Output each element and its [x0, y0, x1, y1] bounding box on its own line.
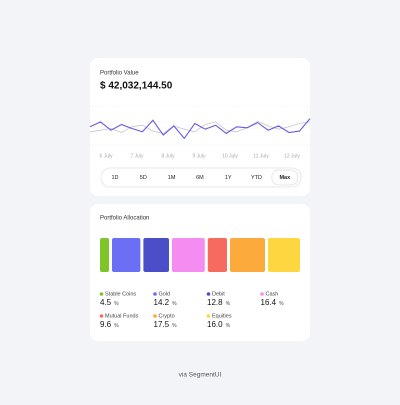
legend-dot	[206, 314, 211, 318]
allocation-bar	[172, 238, 205, 272]
legend-dot	[99, 292, 104, 296]
range-button[interactable]: 1Y	[225, 175, 232, 181]
legend-unit: %	[172, 301, 177, 307]
range-selected[interactable]	[271, 169, 299, 186]
footer: via SegmentUI	[179, 372, 222, 379]
card-title: Portfolio Value	[100, 71, 139, 77]
x-tick-label: 10 July	[222, 153, 238, 159]
legend-unit: %	[114, 301, 119, 307]
legend-value: 16.0	[207, 320, 223, 329]
legend-unit: %	[226, 323, 231, 329]
allocation-bar	[268, 238, 300, 272]
legend-value: 4.5	[100, 298, 112, 307]
allocation-bar	[100, 238, 109, 272]
allocation-bar	[112, 238, 141, 272]
legend-label: Debit	[212, 291, 225, 297]
legend-label: Gold	[159, 291, 171, 297]
x-tick-label: 6 July	[99, 153, 113, 159]
range-button[interactable]: Max	[279, 175, 291, 181]
legend-value: 17.5	[154, 320, 170, 329]
range-button[interactable]: 6M	[196, 175, 204, 181]
legend-dot	[206, 292, 211, 296]
legend-dot	[99, 314, 104, 318]
value-card	[90, 58, 310, 196]
legend-label: Stable Coins	[105, 291, 136, 297]
legend-dot	[153, 292, 157, 296]
x-tick-label: 11 July	[253, 153, 269, 159]
x-tick-label: 7 July	[130, 153, 144, 159]
allocation-card	[90, 204, 310, 341]
allocation-bar	[230, 238, 265, 272]
x-tick-label: 8 July	[161, 153, 175, 159]
legend-dot	[153, 314, 157, 318]
legend-dot	[260, 292, 264, 296]
legend-label: Cash	[266, 291, 279, 297]
amount: $ 42,032,144.50	[100, 81, 173, 92]
legend-value: 14.2	[154, 298, 170, 307]
x-tick-label: 12 July	[284, 153, 300, 159]
line-series	[89, 118, 311, 140]
legend-value: 9.6	[100, 320, 112, 329]
card-title: Portfolio Allocation	[100, 216, 149, 222]
x-tick-label: 9 July	[192, 153, 206, 159]
legend-unit: %	[172, 323, 177, 329]
range-button[interactable]: 1D	[111, 175, 118, 181]
legend-label: Crypto	[159, 313, 175, 319]
allocation-bar	[207, 238, 227, 272]
range-bar	[100, 167, 302, 188]
allocation-bar	[143, 238, 169, 272]
legend-value: 16.4	[261, 298, 277, 307]
legend-unit: %	[279, 301, 284, 307]
legend-label: Equities	[212, 313, 232, 319]
range-button[interactable]: YTD	[251, 175, 262, 181]
legend-label: Mutual Funds	[105, 313, 139, 319]
legend-unit: %	[114, 323, 119, 329]
legend-unit: %	[226, 301, 231, 307]
range-button[interactable]: 1M	[168, 175, 176, 181]
range-button[interactable]: 5D	[140, 175, 147, 181]
legend-value: 12.8	[207, 298, 223, 307]
